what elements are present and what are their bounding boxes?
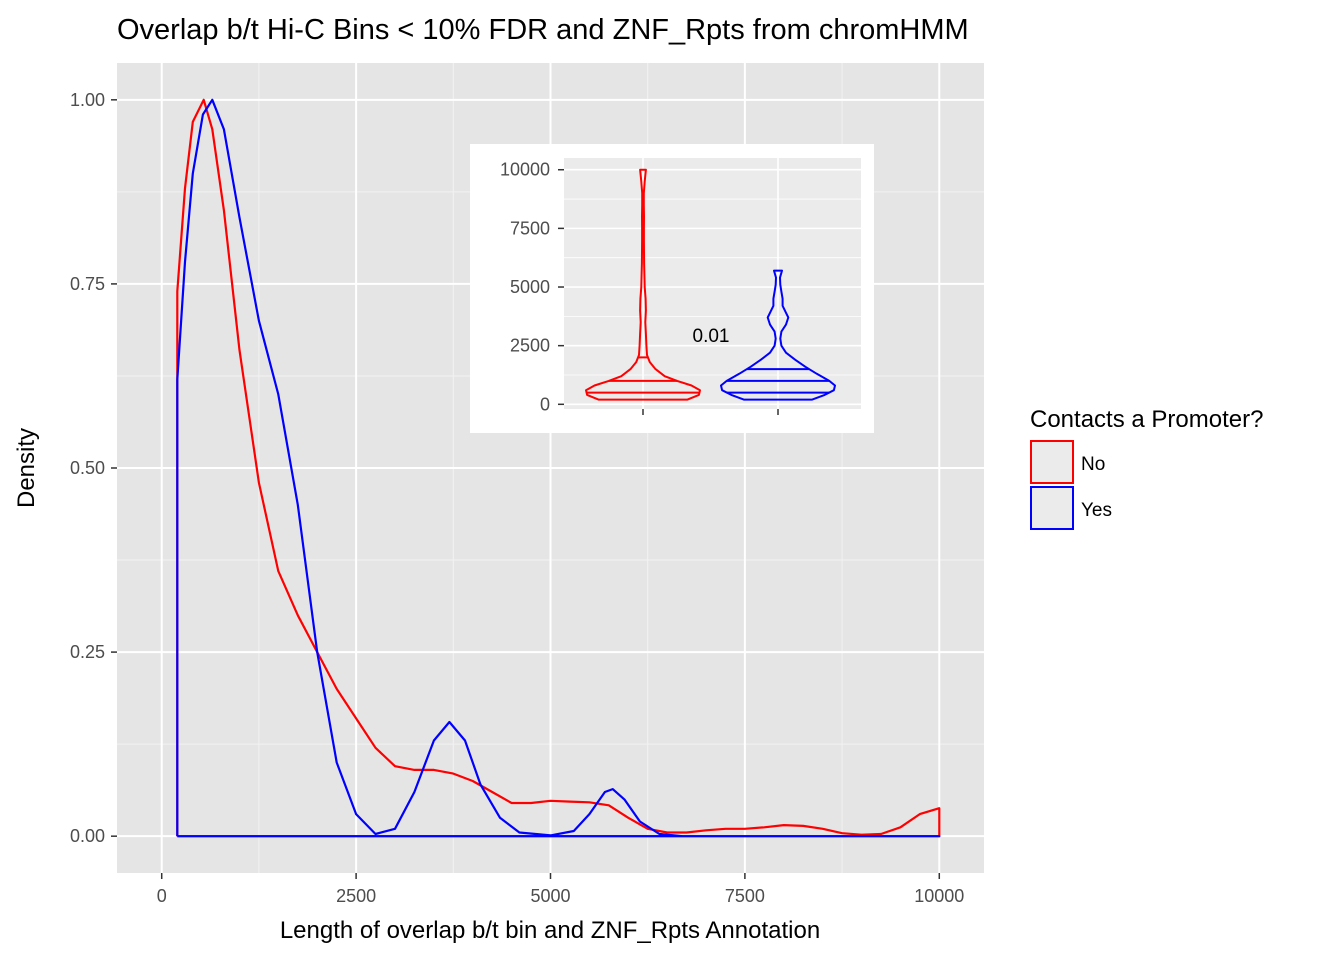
x-axis-title: Length of overlap b/t bin and ZNF_Rpts A… — [280, 917, 820, 944]
inset-y-tick-label: 7500 — [510, 218, 550, 238]
x-tick-label: 2500 — [336, 886, 376, 906]
y-axis-title: Density — [13, 428, 40, 508]
density-curve-yes — [176, 98, 941, 838]
x-tick-label: 0 — [157, 886, 167, 906]
y-tick-label: 0.00 — [70, 826, 105, 846]
x-tick-label: 7500 — [725, 886, 765, 906]
violin-no — [585, 168, 701, 401]
p-value-annotation: 0.01 — [693, 326, 730, 347]
legend-title: Contacts a Promoter? — [1030, 406, 1263, 433]
legend-item-yes: Yes — [1030, 486, 1112, 530]
chart-title: Overlap b/t Hi-C Bins < 10% FDR and ZNF_… — [117, 14, 969, 46]
legend-label-yes: Yes — [1081, 500, 1112, 521]
legend-key-no — [1030, 440, 1074, 484]
axes: 0 2500 5000 7500 10000 0.00 0.25 0.50 0.75 1.00 — [70, 90, 964, 906]
density-curves — [176, 98, 941, 838]
inset-panel — [564, 158, 861, 409]
x-tick-label: 10000 — [914, 886, 964, 906]
y-tick-label: 0.75 — [70, 274, 105, 294]
y-tick-label: 0.50 — [70, 458, 105, 478]
violin-yes — [720, 269, 836, 401]
x-tick-label: 5000 — [530, 886, 570, 906]
inset-chart: 0 2500 5000 7500 10000 0.01 — [470, 144, 874, 433]
density-curve-no — [176, 98, 941, 838]
legend-item-no: No — [1030, 440, 1105, 484]
inset-violins — [585, 168, 836, 401]
legend-key-yes — [1030, 486, 1074, 530]
inset-axes: 0 2500 5000 7500 10000 — [500, 160, 779, 415]
legend: Contacts a Promoter? No Yes — [1030, 406, 1263, 530]
y-tick-label: 0.25 — [70, 642, 105, 662]
inset-y-tick-label: 10000 — [500, 160, 550, 180]
inset-y-tick-label: 5000 — [510, 277, 550, 297]
inset-y-tick-label: 0 — [540, 394, 550, 414]
y-tick-label: 1.00 — [70, 90, 105, 110]
inset-y-tick-label: 2500 — [510, 336, 550, 356]
legend-label-no: No — [1081, 454, 1105, 475]
